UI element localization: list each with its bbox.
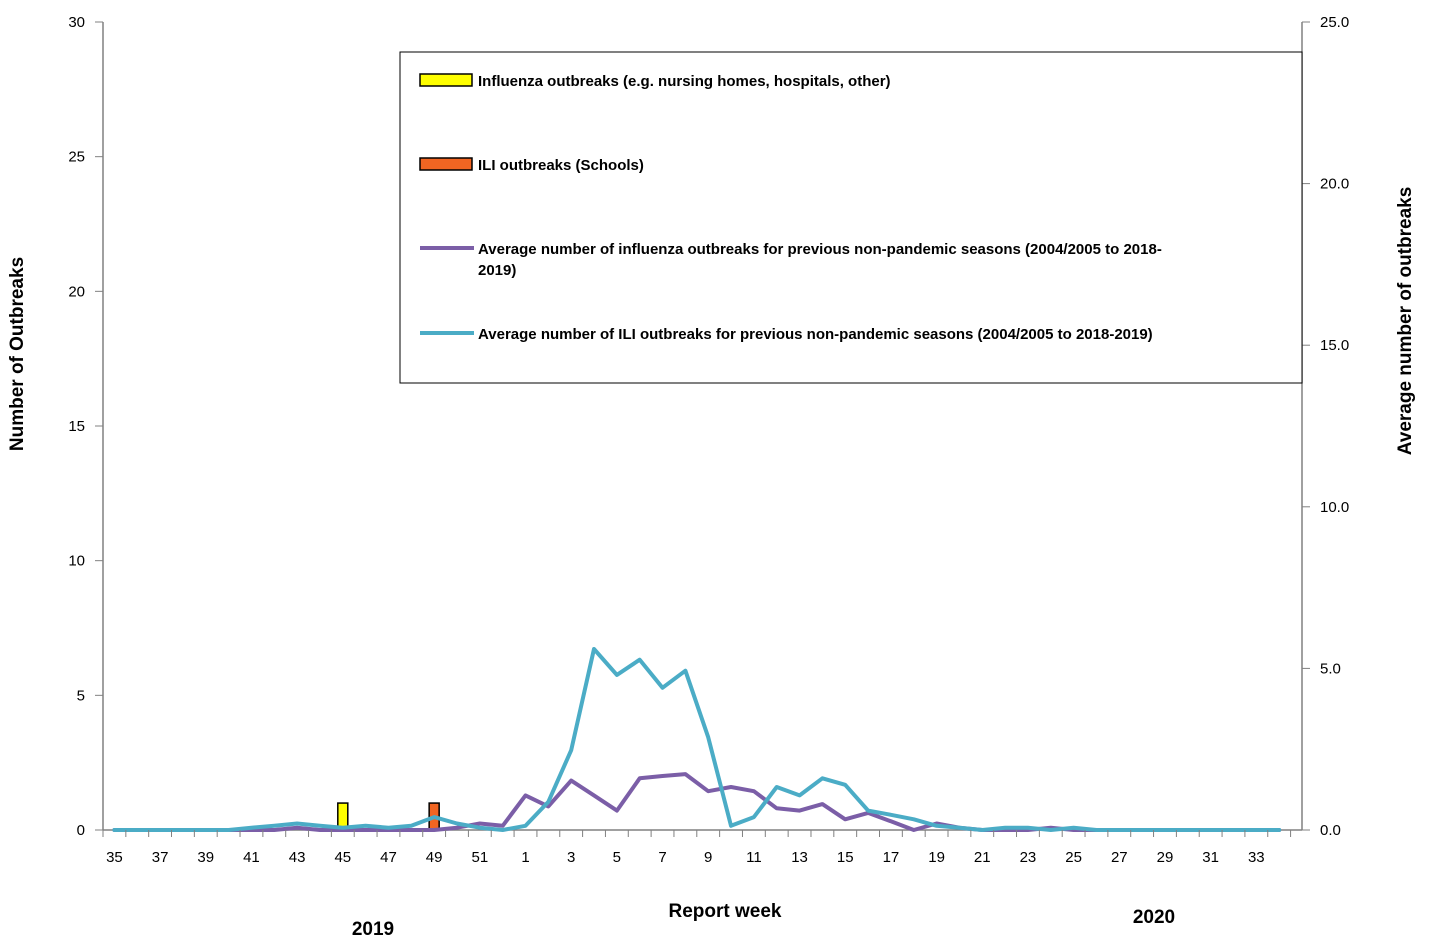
x-tick-label: 37 — [152, 849, 169, 866]
y2-tick-label: 10.0 — [1320, 499, 1349, 516]
x-tick-label: 45 — [334, 849, 351, 866]
x-tick-label: 3 — [567, 849, 575, 866]
y2-tick-label: 20.0 — [1320, 176, 1349, 193]
legend-label-avg-influenza: Average number of influenza outbreaks fo… — [478, 241, 1166, 279]
legend-label-avg-influenza-line1: Average number of influenza outbreaks fo… — [478, 241, 1162, 258]
legend-box — [399, 51, 1303, 384]
legend-label-influenza: Influenza outbreaks (e.g. nursing homes,… — [478, 73, 891, 90]
x-tick-label: 15 — [837, 849, 854, 866]
legend: Influenza outbreaks (e.g. nursing homes,… — [399, 51, 1303, 384]
x-tick-label: 31 — [1202, 849, 1219, 866]
x-tick-label: 33 — [1248, 849, 1265, 866]
x-tick-label: 11 — [746, 849, 762, 866]
x-tick-label: 41 — [243, 849, 260, 866]
x-tick-label: 13 — [791, 849, 808, 866]
y2-tick-label: 0.0 — [1320, 822, 1341, 839]
y2-tick-label: 15.0 — [1320, 337, 1349, 354]
x-axis-title: Report week — [669, 901, 782, 922]
x-tick-label: 35 — [106, 849, 123, 866]
y2-tick-label: 5.0 — [1320, 660, 1341, 677]
y-tick-label: 5 — [77, 687, 85, 704]
x-tick-label: 1 — [521, 849, 529, 866]
y-axis-title: Number of Outbreaks — [7, 257, 28, 451]
y2-axis-title: Average number of outbreaks — [1395, 187, 1416, 456]
x-tick-label: 25 — [1065, 849, 1082, 866]
x-tick-label: 21 — [974, 849, 991, 866]
y-tick-label: 0 — [77, 822, 85, 839]
legend-swatch-influenza — [419, 73, 473, 87]
x-tick-label: 23 — [1020, 849, 1037, 866]
line-series — [112, 647, 1282, 832]
y-tick-label: 20 — [68, 283, 85, 300]
legend-label-avg-influenza-line2: 2019) — [478, 262, 516, 279]
y-tick-label: 10 — [68, 553, 85, 570]
x-tick-label: 51 — [471, 849, 488, 866]
legend-label-avg-ili: Average number of ILI outbreaks for prev… — [478, 326, 1153, 343]
year-label-2019: 2019 — [352, 919, 394, 939]
y2-tick-label: 25.0 — [1320, 14, 1349, 31]
series-line — [112, 772, 1282, 832]
series-line — [112, 647, 1282, 832]
x-tick-label: 39 — [197, 849, 214, 866]
x-tick-label: 49 — [426, 849, 443, 866]
year-label-2020: 2020 — [1133, 907, 1175, 928]
x-tick-label: 9 — [704, 849, 712, 866]
y-tick-label: 25 — [68, 149, 85, 166]
y-tick-label: 30 — [68, 14, 85, 31]
x-tick-label: 17 — [883, 849, 900, 866]
x-tick-label: 27 — [1111, 849, 1128, 866]
x-tick-label: 5 — [613, 849, 621, 866]
legend-label-ili: ILI outbreaks (Schools) — [478, 157, 644, 174]
y-tick-label: 15 — [68, 418, 85, 435]
x-tick-label: 47 — [380, 849, 397, 866]
x-tick-label: 43 — [289, 849, 306, 866]
legend-swatch-ili — [419, 157, 473, 171]
x-tick-label: 19 — [928, 849, 945, 866]
x-tick-label: 29 — [1157, 849, 1174, 866]
x-tick-label: 7 — [658, 849, 666, 866]
